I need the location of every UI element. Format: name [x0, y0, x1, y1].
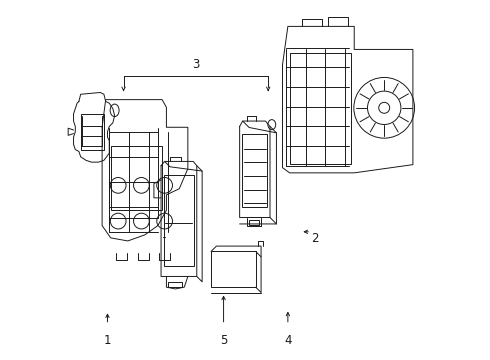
Bar	[111, 146, 163, 210]
Text: 1: 1	[104, 334, 111, 347]
Text: 3: 3	[192, 58, 199, 71]
Bar	[243, 134, 267, 207]
Bar	[164, 175, 194, 266]
Bar	[248, 220, 259, 225]
Bar	[290, 53, 351, 164]
Bar	[211, 251, 256, 287]
Text: 4: 4	[284, 334, 292, 347]
Text: 5: 5	[220, 334, 227, 347]
Text: 2: 2	[311, 233, 318, 246]
Bar	[168, 282, 182, 287]
Bar	[81, 114, 104, 150]
